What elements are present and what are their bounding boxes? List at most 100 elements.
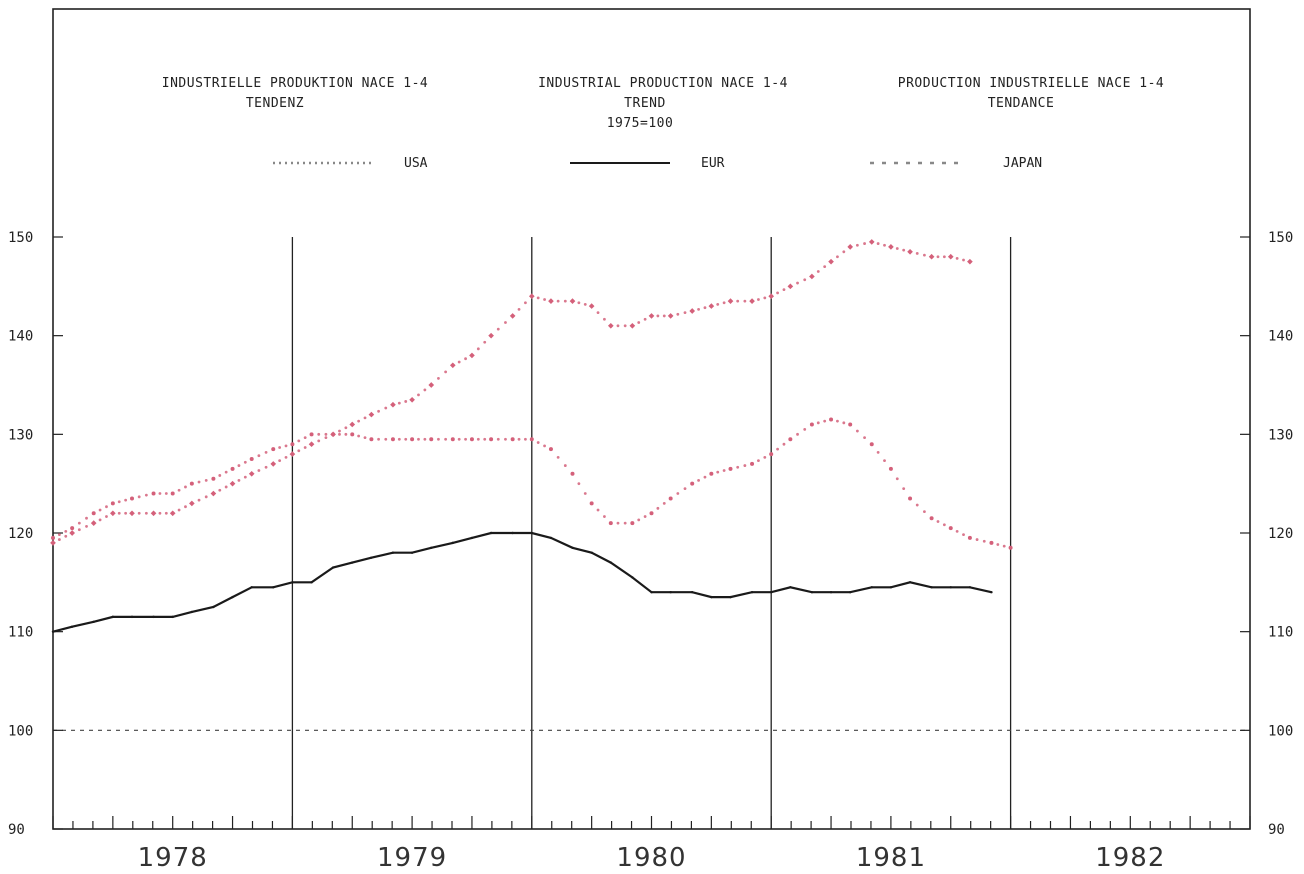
point-usa-21 [469, 352, 475, 359]
point-eur-8 [212, 605, 215, 609]
dot-japan [803, 428, 807, 431]
dot-japan [404, 437, 408, 441]
point-japan-11 [271, 447, 276, 452]
point-usa-37 [787, 283, 794, 290]
point-eur-32 [690, 591, 694, 594]
dot-japan [476, 437, 480, 441]
dot-usa [722, 301, 726, 305]
point-eur-24 [530, 531, 533, 535]
title-fr-line1: PRODUCTION INDUSTRIELLE NACE 1-4 [898, 76, 1164, 91]
dot-usa [98, 518, 102, 522]
point-eur-30 [650, 591, 653, 594]
legend-eur-label: EUR [701, 156, 725, 171]
dot-usa [64, 534, 68, 538]
dot-usa [643, 317, 647, 321]
dot-japan [303, 436, 307, 440]
point-eur-7 [190, 610, 194, 614]
dot-usa [915, 252, 919, 255]
dot-usa [303, 446, 307, 449]
dot-japan [616, 521, 620, 525]
y-axis-right: 90 100 110 120 130 140 150 [1240, 230, 1293, 838]
point-japan-20 [450, 437, 455, 442]
point-japan-29 [630, 521, 635, 526]
dot-usa [876, 242, 880, 245]
dot-japan [417, 437, 420, 441]
point-japan-45 [948, 526, 953, 531]
legend-japan-label: JAPAN [1003, 156, 1042, 171]
y-tick-label-left-130: 130 [8, 427, 33, 443]
series-layer [50, 239, 1013, 633]
point-usa-25 [548, 298, 554, 304]
point-usa-30 [648, 313, 655, 319]
dot-usa [124, 511, 128, 515]
dot-japan [423, 437, 427, 441]
title-en-line3: 1975=100 [607, 116, 674, 131]
point-eur-6 [171, 615, 174, 619]
point-japan-37 [788, 437, 793, 442]
point-japan-16 [369, 437, 374, 442]
dot-usa [823, 265, 827, 268]
point-usa-33 [708, 303, 715, 309]
point-eur-22 [489, 531, 493, 535]
dot-usa [524, 301, 527, 305]
y-tick-label-right-110: 110 [1268, 625, 1293, 641]
point-japan-47 [989, 540, 994, 545]
point-usa-23 [509, 313, 516, 319]
dot-japan [98, 508, 102, 512]
dot-japan [676, 492, 680, 495]
dot-usa [404, 400, 408, 403]
dot-japan [496, 437, 500, 441]
dot-japan [384, 437, 388, 441]
point-japan-43 [908, 496, 913, 501]
title-en-line1: INDUSTRIAL PRODUCTION NACE 1-4 [538, 76, 788, 91]
dot-usa [177, 508, 181, 512]
dot-japan [876, 451, 880, 454]
dot-japan [902, 487, 906, 490]
dot-japan [982, 539, 986, 543]
dot-japan [842, 421, 846, 425]
dot-japan [483, 437, 487, 441]
dot-japan [722, 469, 726, 472]
point-eur-45 [949, 586, 952, 589]
dot-japan [218, 474, 222, 477]
point-japan-40 [848, 422, 853, 427]
dot-usa [184, 505, 187, 509]
point-japan-17 [390, 437, 395, 442]
dot-usa [204, 495, 208, 499]
dot-usa [338, 429, 341, 433]
dot-usa [476, 347, 480, 351]
point-japan-6 [170, 491, 175, 496]
x-tick-label-1978: 1978 [138, 843, 208, 873]
point-eur-9 [231, 595, 234, 599]
y-tick-label-left-90: 90 [8, 822, 25, 838]
dot-japan [363, 436, 367, 440]
point-eur-36 [770, 591, 773, 594]
dot-usa [197, 498, 201, 502]
dot-japan [377, 437, 380, 441]
dot-japan [697, 478, 700, 482]
dot-japan [603, 515, 606, 518]
point-eur-11 [272, 586, 275, 589]
dot-japan [464, 437, 467, 441]
y-tick-label-right-150: 150 [1268, 230, 1293, 246]
dot-japan [923, 510, 926, 514]
point-eur-4 [130, 615, 134, 619]
point-eur-26 [571, 546, 574, 549]
dot-japan [184, 485, 187, 489]
dot-japan [317, 432, 321, 436]
y-tick-label-left-150: 150 [8, 230, 33, 246]
y-tick-label-right-130: 130 [1268, 427, 1293, 443]
dot-usa [662, 314, 666, 318]
dot-usa [243, 475, 247, 479]
dot-usa [757, 298, 760, 301]
dot-japan [144, 493, 148, 497]
y-tick-label-left-100: 100 [8, 723, 33, 739]
point-japan-22 [489, 437, 494, 442]
point-usa-46 [967, 258, 973, 265]
dot-usa [496, 327, 500, 331]
dot-japan [955, 529, 959, 533]
point-japan-9 [230, 466, 235, 471]
dot-usa [616, 324, 620, 328]
point-usa-27 [588, 303, 595, 309]
